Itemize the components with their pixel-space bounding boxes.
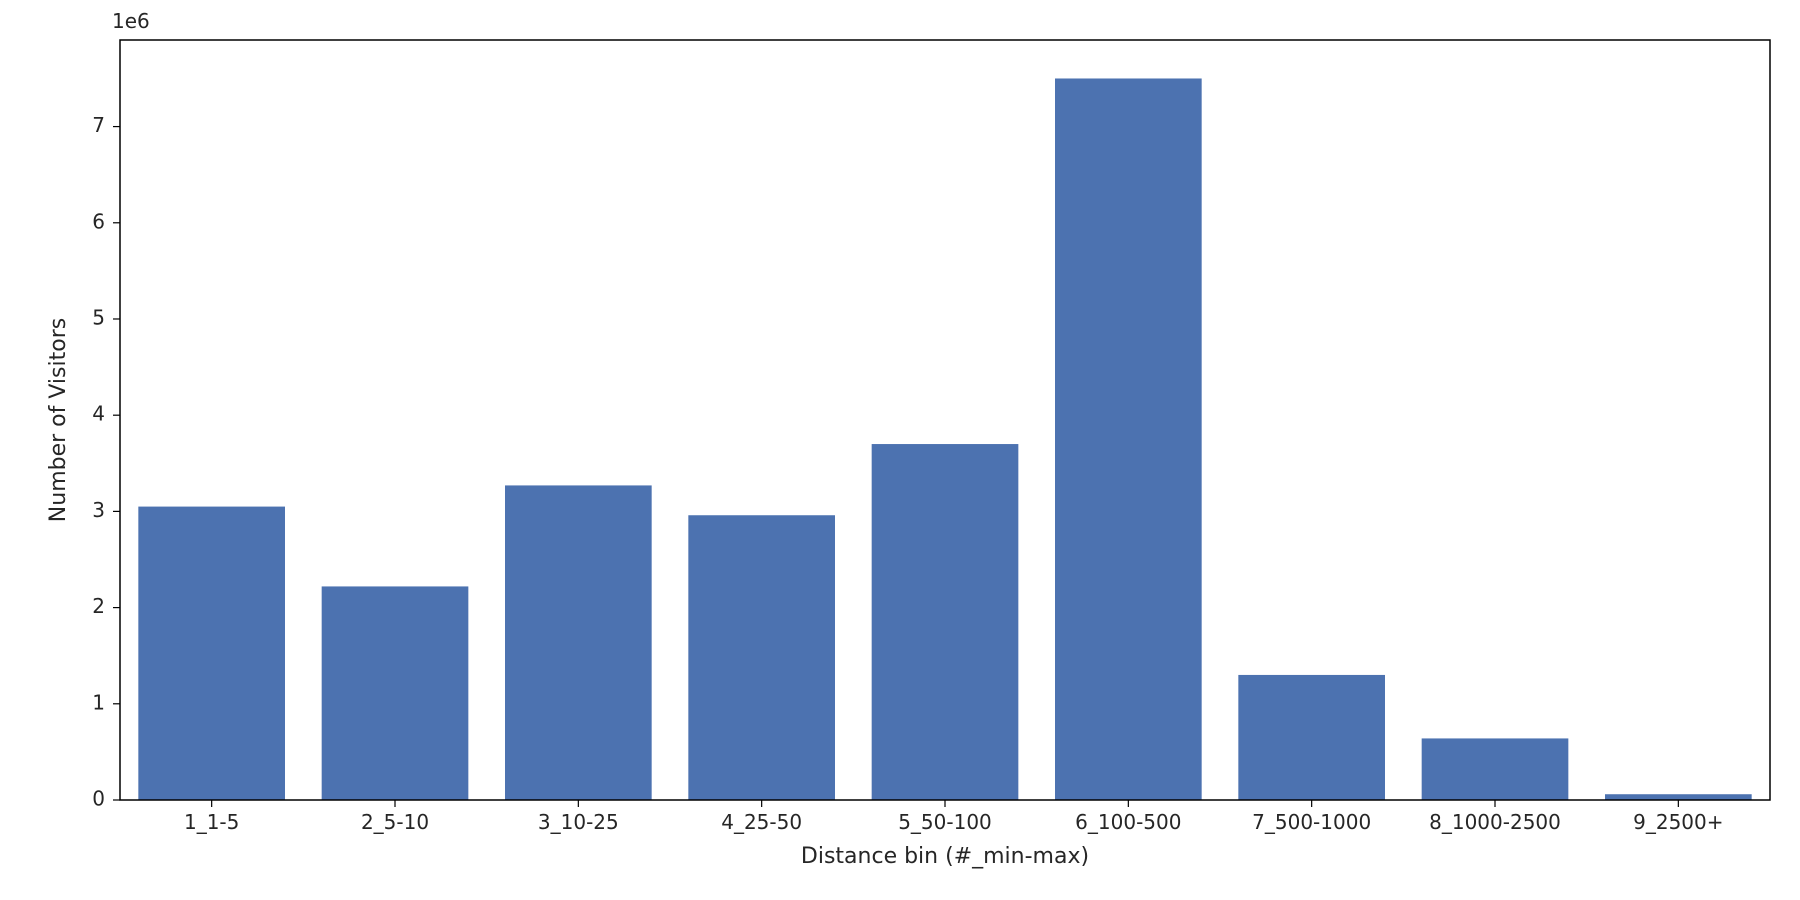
bar bbox=[1055, 78, 1202, 800]
chart-container: 0 1 2 3 4 5 6 7 1e6 1_1-5 2_5-10 3_10-25 4_25-50 5_50… bbox=[0, 0, 1800, 900]
bar bbox=[1605, 794, 1752, 800]
y-tick-label: 6 bbox=[92, 209, 105, 233]
x-tick-label: 1_1-5 bbox=[184, 810, 239, 834]
x-tick-label: 3_10-25 bbox=[538, 810, 619, 834]
x-tick-label: 6_100-500 bbox=[1075, 810, 1181, 834]
x-tick-label: 5_50-100 bbox=[898, 810, 992, 834]
y-tick-label: 0 bbox=[92, 787, 105, 811]
bar bbox=[1422, 738, 1569, 800]
x-tick-label: 4_25-50 bbox=[721, 810, 802, 834]
x-tick-label: 2_5-10 bbox=[361, 810, 429, 834]
bar bbox=[688, 515, 835, 800]
y-tick-label: 5 bbox=[92, 305, 105, 329]
y-tick-label: 4 bbox=[92, 402, 105, 426]
y-tick-label: 3 bbox=[92, 498, 105, 522]
bar bbox=[505, 485, 652, 800]
y-tick-label: 2 bbox=[92, 594, 105, 618]
y-offset-label: 1e6 bbox=[112, 9, 150, 33]
x-tick-label: 7_500-1000 bbox=[1252, 810, 1371, 834]
y-tick-label: 7 bbox=[92, 113, 105, 137]
bar bbox=[138, 507, 285, 800]
y-axis-label: Number of Visitors bbox=[46, 318, 71, 522]
bar bbox=[872, 444, 1019, 800]
x-tick-label: 9_2500+ bbox=[1633, 810, 1723, 834]
y-tick-label: 1 bbox=[92, 690, 105, 714]
bar-chart: 0 1 2 3 4 5 6 7 1e6 1_1-5 2_5-10 3_10-25 4_25-50 5_50… bbox=[0, 0, 1800, 900]
x-tick-label: 8_1000-2500 bbox=[1429, 810, 1561, 834]
x-axis-label: Distance bin (#_min-max) bbox=[801, 844, 1089, 869]
bar bbox=[1238, 675, 1385, 800]
bar bbox=[322, 586, 469, 800]
